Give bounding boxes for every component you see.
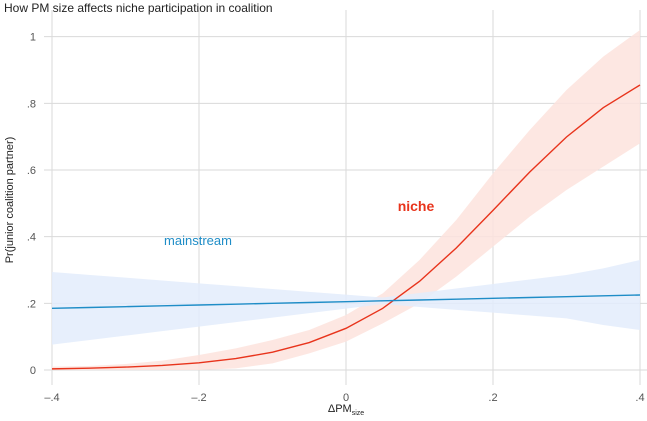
x-axis-label-main: ΔPM	[328, 403, 352, 415]
x-tick-label: 0	[343, 392, 349, 404]
series-label: mainstream	[164, 233, 232, 248]
line	[51, 294, 641, 310]
series-label: niche	[398, 198, 435, 214]
x-tick-label: .2	[488, 392, 497, 404]
y-tick-label: .2	[27, 298, 36, 310]
y-tick-label: .8	[27, 98, 36, 110]
x-axis-label: ΔPMsize	[328, 403, 364, 417]
line	[51, 84, 641, 370]
y-tick-label: 1	[30, 32, 36, 44]
y-axis-label: Pr(junior coalition partner)	[4, 137, 16, 264]
confidence-band	[52, 30, 640, 370]
x-axis-label-sub: size	[352, 410, 365, 417]
x-tick-label: –.4	[44, 392, 59, 404]
x-tick-label: –.2	[191, 392, 206, 404]
y-tick-label: 0	[30, 365, 36, 377]
x-tick-label: .4	[635, 392, 644, 404]
chart-title: How PM size affects niche participation …	[4, 1, 273, 15]
y-tick-label: .4	[27, 232, 36, 244]
y-tick-label: .6	[27, 165, 36, 177]
